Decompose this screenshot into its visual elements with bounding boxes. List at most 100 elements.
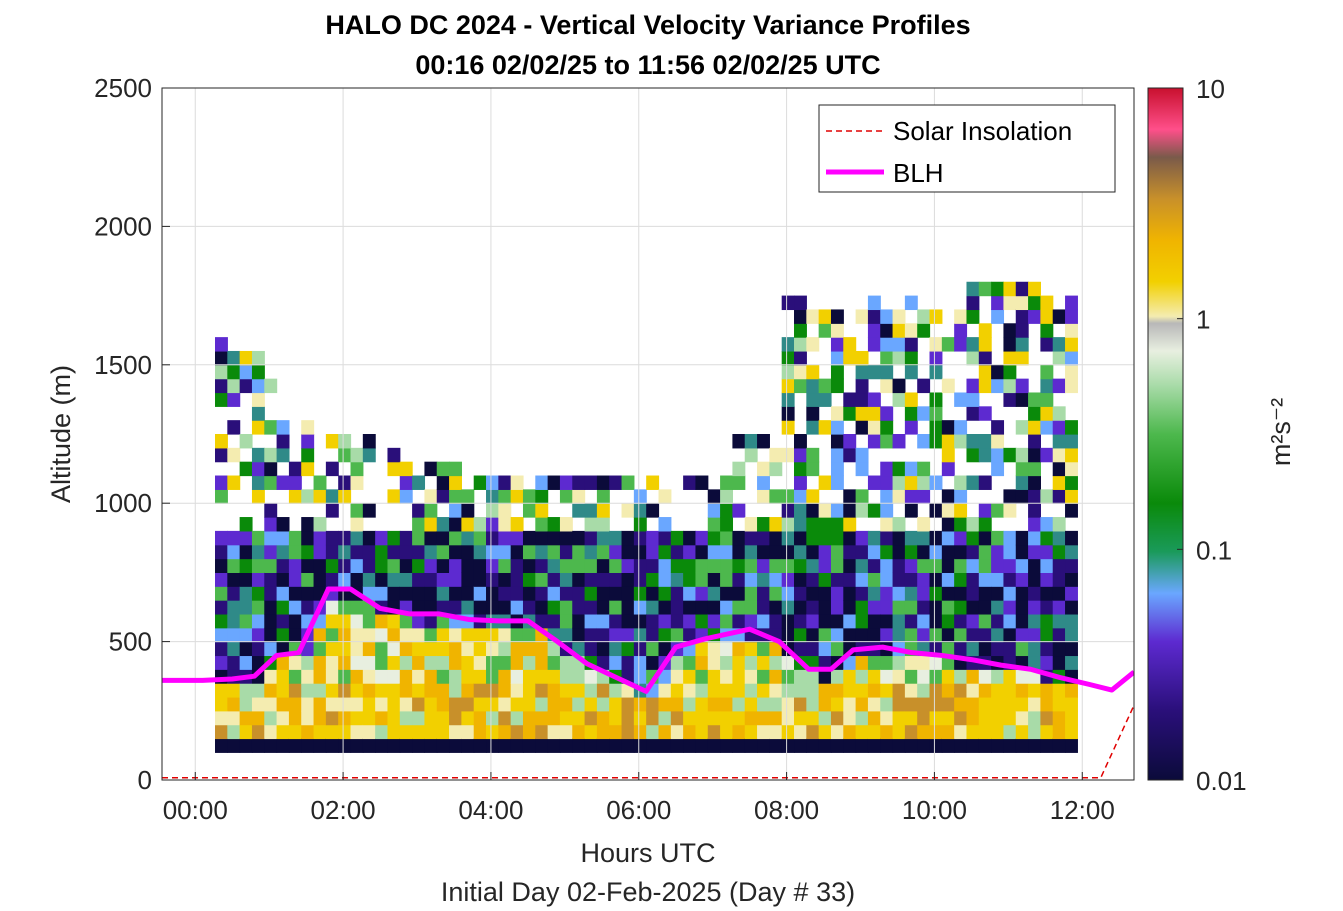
heatmap-cell bbox=[473, 627, 487, 643]
heatmap-cell bbox=[892, 627, 906, 643]
heatmap-cell bbox=[904, 696, 918, 712]
heatmap-cell bbox=[707, 489, 721, 504]
heatmap-cell bbox=[781, 696, 795, 712]
heatmap-cell bbox=[917, 683, 931, 698]
heatmap-cell bbox=[806, 641, 820, 657]
heatmap-cell bbox=[954, 544, 968, 560]
heatmap-cell bbox=[288, 489, 302, 504]
heatmap-cell bbox=[350, 544, 364, 560]
heatmap-cell bbox=[954, 434, 968, 449]
heatmap-cell bbox=[880, 406, 894, 421]
heatmap-cell bbox=[621, 613, 635, 629]
legend: Solar Insolation BLH bbox=[818, 104, 1116, 193]
heatmap-cell bbox=[941, 489, 955, 504]
heatmap-cell bbox=[646, 572, 660, 587]
heatmap-cell bbox=[362, 530, 376, 546]
heatmap-cell bbox=[707, 655, 721, 670]
heatmap-cell bbox=[362, 669, 376, 684]
heatmap-cell bbox=[658, 738, 672, 753]
heatmap-cell bbox=[559, 586, 573, 601]
colorbar-tick-label: 0.1 bbox=[1196, 535, 1232, 565]
heatmap-cell bbox=[720, 696, 734, 712]
heatmap-cell bbox=[215, 392, 228, 407]
heatmap-cell bbox=[609, 683, 623, 698]
heatmap-cell bbox=[621, 655, 635, 670]
heatmap-cell bbox=[830, 323, 844, 338]
heatmap-cell bbox=[966, 627, 980, 643]
heatmap-cell bbox=[325, 655, 339, 670]
heatmap-cell bbox=[855, 406, 869, 421]
heatmap-cell bbox=[744, 517, 758, 532]
heatmap-cell bbox=[707, 558, 721, 573]
heatmap-cell bbox=[609, 572, 623, 587]
heatmap-cell bbox=[510, 641, 524, 657]
heatmap-cell bbox=[830, 669, 844, 684]
heatmap-cell bbox=[646, 544, 660, 560]
heatmap-cell bbox=[978, 558, 992, 573]
heatmap-cell bbox=[892, 738, 906, 753]
heatmap-cell bbox=[1065, 489, 1078, 504]
heatmap-cell bbox=[941, 613, 955, 629]
heatmap-cell bbox=[707, 641, 721, 657]
colorbar-tick-label: 10 bbox=[1196, 74, 1225, 104]
heatmap-cell bbox=[732, 586, 746, 601]
heatmap-cell bbox=[449, 655, 462, 670]
heatmap-cell bbox=[338, 724, 352, 740]
heatmap-cell bbox=[941, 696, 955, 712]
heatmap-cell bbox=[855, 600, 869, 615]
heatmap-cell bbox=[954, 323, 968, 338]
heatmap-cell bbox=[313, 475, 327, 490]
heatmap-cell bbox=[522, 641, 536, 657]
heatmap-cell bbox=[375, 572, 389, 587]
heatmap-cell bbox=[362, 724, 376, 740]
heatmap-cell bbox=[1052, 710, 1066, 726]
heatmap-cell bbox=[424, 572, 438, 587]
heatmap-cell bbox=[720, 517, 734, 532]
heatmap-cell bbox=[683, 572, 697, 587]
heatmap-cell bbox=[991, 586, 1005, 601]
heatmap-cell bbox=[954, 489, 968, 504]
x-tick-label: 06:00 bbox=[606, 795, 671, 825]
heatmap-cell bbox=[264, 613, 278, 629]
heatmap-cell bbox=[966, 600, 980, 615]
heatmap-cell bbox=[1040, 641, 1054, 657]
heatmap-cell bbox=[362, 503, 376, 518]
heatmap-cell bbox=[633, 627, 647, 643]
heatmap-cell bbox=[215, 558, 228, 573]
heatmap-cell bbox=[1028, 572, 1041, 587]
heatmap-cell bbox=[818, 420, 832, 435]
heatmap-cell bbox=[794, 364, 807, 380]
heatmap-cell bbox=[338, 696, 352, 712]
heatmap-cell bbox=[757, 683, 770, 698]
heatmap-cell bbox=[510, 710, 524, 726]
heatmap-cell bbox=[338, 738, 352, 753]
heatmap-cell bbox=[732, 613, 746, 629]
heatmap-cell bbox=[633, 641, 647, 657]
heatmap-cell bbox=[1052, 378, 1066, 394]
heatmap-cell bbox=[781, 669, 795, 684]
heatmap-cell bbox=[1065, 738, 1078, 753]
heatmap-cell bbox=[633, 503, 647, 518]
heatmap-cell bbox=[276, 600, 290, 615]
heatmap-cell bbox=[239, 364, 253, 380]
heatmap-cell bbox=[412, 600, 426, 615]
heatmap-cell bbox=[695, 724, 709, 740]
heatmap-cell bbox=[818, 503, 832, 518]
heatmap-cell bbox=[966, 406, 980, 421]
heatmap-cell bbox=[818, 544, 832, 560]
heatmap-cell bbox=[757, 724, 770, 740]
heatmap-cell bbox=[609, 627, 623, 643]
heatmap-cell bbox=[880, 696, 894, 712]
heatmap-cell bbox=[720, 503, 734, 518]
heatmap-cell bbox=[954, 696, 968, 712]
heatmap-cell bbox=[227, 558, 241, 573]
colorbar-tick-label: 1 bbox=[1196, 305, 1210, 335]
heatmap-cell bbox=[843, 350, 857, 366]
heatmap-cell bbox=[338, 434, 352, 449]
heatmap-cell bbox=[966, 281, 980, 297]
heatmap-cell bbox=[510, 572, 524, 587]
heatmap-cell bbox=[338, 600, 352, 615]
heatmap-cell bbox=[387, 586, 401, 601]
heatmap-cell bbox=[264, 669, 278, 684]
heatmap-cell bbox=[239, 738, 253, 753]
